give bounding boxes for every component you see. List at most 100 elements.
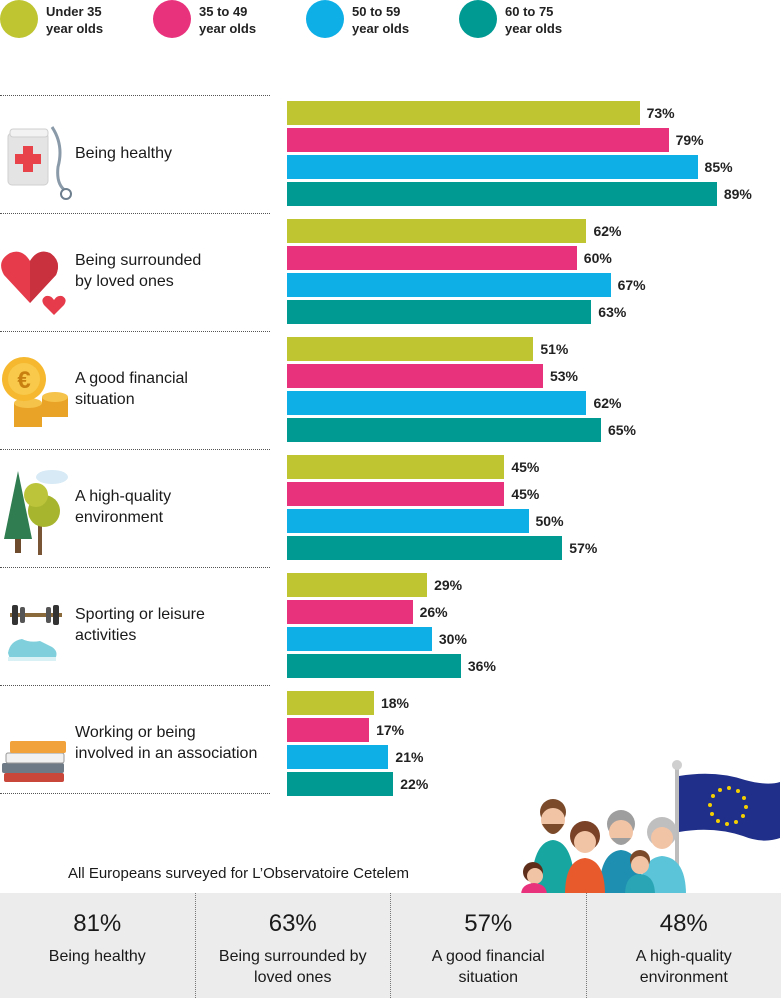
- category-separator: [0, 567, 270, 568]
- summary-value: 57%: [464, 910, 513, 937]
- bar: [287, 418, 601, 442]
- bar: [287, 691, 374, 715]
- data-label: 22%: [400, 776, 429, 792]
- category-label: Being healthy: [75, 143, 275, 164]
- data-label: 45%: [511, 459, 540, 475]
- bar: [287, 101, 640, 125]
- legend-label-line2: year olds: [505, 21, 563, 36]
- category-separator: [0, 331, 270, 332]
- legend-label-line1: 60 to 75: [505, 4, 554, 19]
- data-label: 36%: [467, 658, 496, 674]
- data-label: 89%: [723, 186, 752, 202]
- data-label: 57%: [569, 540, 598, 556]
- data-label: 67%: [617, 277, 646, 293]
- bar: [287, 536, 563, 560]
- summary-item: 81% Being healthy: [0, 893, 196, 998]
- data-label: 50%: [535, 513, 564, 529]
- bar: [287, 718, 370, 742]
- category-label-line: Working or being: [75, 724, 196, 741]
- bar: [287, 745, 389, 769]
- bar: [287, 337, 534, 361]
- legend-label-line1: 35 to 49: [199, 4, 248, 19]
- category-label-line: Being healthy: [75, 144, 172, 162]
- data-label: 79%: [675, 132, 704, 148]
- books-icon: [0, 695, 72, 795]
- category-label-line: environment: [75, 509, 164, 526]
- trees-icon: [0, 459, 72, 559]
- summary-item: 57% A good financial situation: [391, 893, 587, 998]
- hearts-icon: [0, 223, 72, 323]
- data-label: 26%: [419, 604, 448, 620]
- category-label: A high-quality environment: [75, 486, 275, 528]
- category-label-line: Being surrounded: [75, 252, 202, 269]
- data-label: 17%: [376, 722, 405, 738]
- legend-label-line2: year olds: [46, 21, 104, 36]
- summary-label: A high-quality environment: [635, 948, 732, 986]
- bar: [287, 273, 611, 297]
- svg-text:€: €: [17, 367, 30, 394]
- category-label: Sporting or leisure activities: [75, 604, 275, 646]
- medical-chart-icon: [0, 105, 72, 205]
- category-label-line: A good financial: [75, 370, 188, 387]
- legend-label-line2: year olds: [199, 21, 257, 36]
- data-label: 62%: [593, 223, 622, 239]
- data-label: 53%: [549, 368, 579, 384]
- summary-item: 48% A high-quality environment: [587, 893, 781, 998]
- family-with-eu-flag-icon: [521, 760, 780, 895]
- legend-label-line2: year olds: [352, 21, 410, 36]
- bar: [287, 391, 587, 415]
- category-label: A good financial situation: [75, 368, 275, 410]
- data-label: 45%: [511, 486, 540, 502]
- bar: [287, 482, 505, 506]
- data-label: 18%: [380, 695, 409, 711]
- category-separator: [0, 793, 270, 794]
- category-separator: [0, 95, 270, 96]
- bar: [287, 600, 413, 624]
- category-label-line: Sporting or leisure: [75, 606, 205, 623]
- data-label: 73%: [646, 105, 675, 121]
- bar: [287, 300, 592, 324]
- summary-title: All Europeans surveyed for L’Observatoir…: [68, 865, 410, 882]
- summary-label: A good financial situation: [431, 948, 545, 986]
- data-label: 63%: [598, 304, 627, 320]
- bar: [287, 455, 505, 479]
- summary-item: 63% Being surrounded by loved ones: [196, 893, 391, 998]
- category-separator: [0, 213, 270, 214]
- summary-value: 48%: [659, 910, 708, 937]
- bar: [287, 246, 577, 270]
- summary-panel: 81% Being healthy 63% Being surrounded b…: [0, 893, 781, 998]
- legend-label-line1: Under 35: [46, 4, 102, 19]
- category-label-line: involved in an association: [75, 745, 258, 762]
- category-label: Working or being involved in an associati…: [75, 722, 275, 764]
- category-label-line: situation: [75, 391, 135, 408]
- summary-label: Being healthy: [48, 948, 146, 965]
- category-label: Being surrounded by loved ones: [75, 250, 275, 292]
- data-label: 29%: [434, 577, 463, 593]
- euro-coins-icon: €: [0, 341, 72, 441]
- data-label: 30%: [438, 631, 467, 647]
- category-label-line: by loved ones: [75, 273, 174, 290]
- legend-item-60-75: 60 to 75 year olds: [459, 0, 575, 44]
- legend-item-35-49: 35 to 49 year olds: [153, 0, 269, 44]
- legend-swatch: [153, 0, 191, 38]
- legend-item-under-35: Under 35 year olds: [0, 0, 116, 44]
- data-label: 62%: [593, 395, 622, 411]
- data-label: 21%: [395, 749, 424, 765]
- category-separator: [0, 449, 270, 450]
- bar-chart: Being healthy 73% 79% 85% 89% Being surrounde…: [0, 95, 752, 796]
- dumbbell-sneakers-icon: [0, 577, 72, 677]
- bar: [287, 509, 529, 533]
- bar: [287, 573, 428, 597]
- summary-value: 63%: [268, 910, 317, 937]
- legend-item-50-59: 50 to 59 year olds: [306, 0, 422, 44]
- bar: [287, 155, 698, 179]
- bar: [287, 219, 587, 243]
- legend-swatch: [0, 0, 38, 38]
- data-label: 51%: [540, 341, 569, 357]
- category-label-line: activities: [75, 627, 137, 644]
- summary-label: Being surrounded by loved ones: [218, 948, 367, 986]
- legend-label-line1: 50 to 59: [352, 4, 401, 19]
- bar: [287, 772, 394, 796]
- category-separator: [0, 685, 270, 686]
- bar: [287, 364, 543, 388]
